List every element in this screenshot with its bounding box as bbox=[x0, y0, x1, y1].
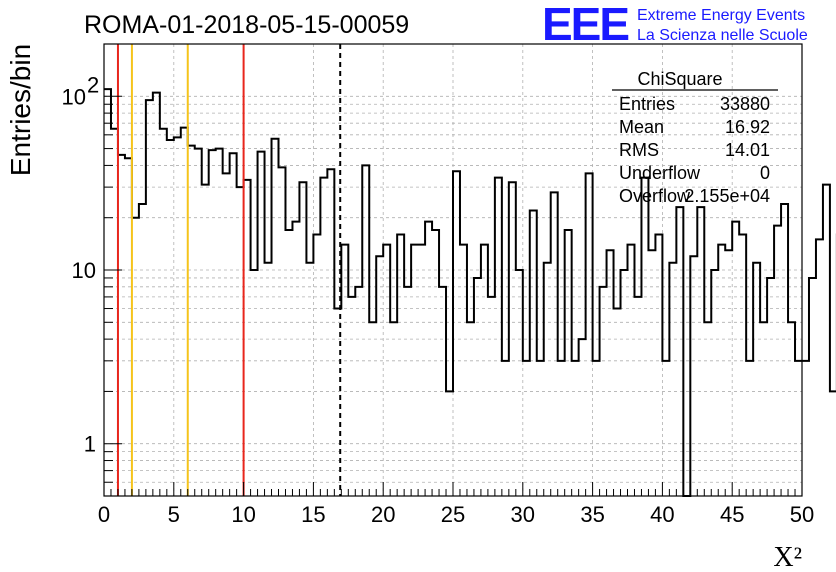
y-tick-label-exponent-2: 2 bbox=[87, 72, 99, 97]
stats-value-mean: 16.92 bbox=[725, 117, 770, 137]
chart-title: ROMA-01-2018-05-15-00059 bbox=[84, 11, 409, 39]
x-tick-label-9: 45 bbox=[720, 502, 744, 527]
x-axis-label: X² bbox=[773, 542, 802, 572]
stats-label-underflow: Underflow bbox=[619, 163, 701, 183]
x-tick-label-5: 25 bbox=[441, 502, 465, 527]
stats-label-overflow: Overflow bbox=[619, 186, 691, 206]
histogram-step-line bbox=[104, 88, 836, 497]
stats-value-entries: 33880 bbox=[720, 94, 770, 114]
stats-value-underflow: 0 bbox=[760, 163, 770, 183]
stats-label-entries: Entries bbox=[619, 94, 675, 114]
x-tick-labels: 0 5 10 15 20 25 30 35 40 45 50 bbox=[98, 502, 814, 527]
reference-lines bbox=[116, 44, 342, 496]
y-tick-label-2: 10 bbox=[62, 84, 86, 109]
y-axis-label: Entries/bin bbox=[5, 44, 36, 176]
logo-line-2: La Scienza nelle Scuole bbox=[637, 27, 808, 44]
axis-ticks bbox=[103, 43, 803, 497]
logo-mark: EEE bbox=[542, 0, 628, 50]
x-tick-label-3: 15 bbox=[301, 502, 325, 527]
stats-box-name: ChiSquare bbox=[637, 69, 722, 89]
x-tick-label-1: 5 bbox=[168, 502, 180, 527]
stats-box: ChiSquare Entries 33880 Mean 16.92 RMS 1… bbox=[612, 69, 778, 206]
x-tick-label-2: 10 bbox=[231, 502, 255, 527]
x-tick-label-10: 50 bbox=[790, 502, 814, 527]
stats-label-rms: RMS bbox=[619, 140, 659, 160]
x-tick-label-0: 0 bbox=[98, 502, 110, 527]
x-tick-label-6: 30 bbox=[511, 502, 535, 527]
y-tick-label-1: 10 bbox=[72, 258, 96, 283]
x-tick-label-4: 20 bbox=[371, 502, 395, 527]
logo-line-1: Extreme Energy Events bbox=[637, 7, 805, 24]
stats-value-rms: 14.01 bbox=[725, 140, 770, 160]
x-tick-label-7: 35 bbox=[580, 502, 604, 527]
stats-value-overflow: 2.155e+04 bbox=[684, 186, 770, 206]
x-tick-label-8: 40 bbox=[650, 502, 674, 527]
histogram-series bbox=[104, 88, 836, 497]
eee-logo: EEE Extreme Energy Events La Scienza nel… bbox=[542, 0, 808, 50]
y-tick-label-0: 1 bbox=[84, 432, 96, 457]
stats-label-mean: Mean bbox=[619, 117, 664, 137]
